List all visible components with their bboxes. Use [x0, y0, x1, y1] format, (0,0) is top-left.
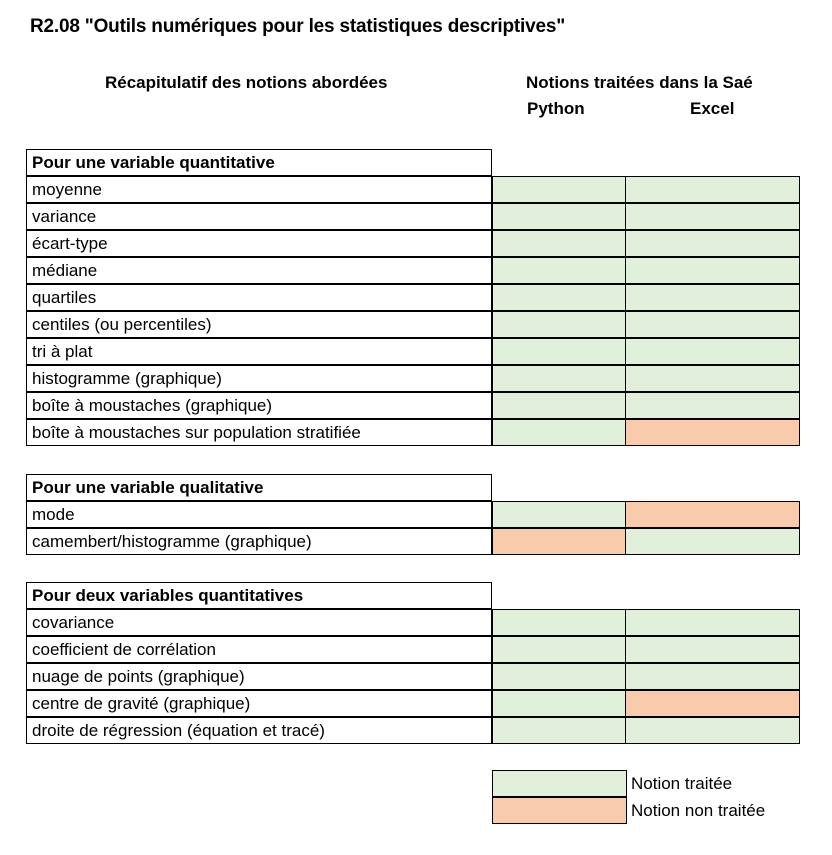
excel-status-cell	[625, 609, 800, 636]
excel-status-cell	[625, 690, 800, 717]
notion-label: moyenne	[26, 176, 492, 203]
notions-header: Notions traitées dans la Saé	[526, 73, 753, 92]
excel-status-cell	[625, 717, 800, 744]
python-status-cell	[492, 338, 626, 365]
page-title: R2.08 "Outils numériques pour les statis…	[30, 16, 566, 37]
excel-status-cell	[625, 365, 800, 392]
notion-label: variance	[26, 203, 492, 230]
excel-status-cell	[625, 419, 800, 446]
excel-status-cell	[625, 230, 800, 257]
excel-status-cell	[625, 311, 800, 338]
recap-header: Récapitulatif des notions abordées	[105, 73, 388, 92]
python-status-cell	[492, 663, 626, 690]
excel-status-cell	[625, 663, 800, 690]
python-status-cell	[492, 528, 626, 555]
python-status-cell	[492, 176, 626, 203]
notion-label: tri à plat	[26, 338, 492, 365]
notion-label: centre de gravité (graphique)	[26, 690, 492, 717]
python-column-header: Python	[527, 99, 585, 118]
excel-status-cell	[625, 636, 800, 663]
notion-label: histogramme (graphique)	[26, 365, 492, 392]
excel-status-cell	[625, 392, 800, 419]
notion-label: boîte à moustaches sur population strati…	[26, 419, 492, 446]
legend-label-treated: Notion traitée	[631, 774, 733, 793]
notion-label: camembert/histogramme (graphique)	[26, 528, 492, 555]
notion-label: nuage de points (graphique)	[26, 663, 492, 690]
python-status-cell	[492, 284, 626, 311]
legend-label-not-treated: Notion non traitée	[631, 801, 766, 820]
notion-label: mode	[26, 501, 492, 528]
python-status-cell	[492, 690, 626, 717]
notion-label: coefficient de corrélation	[26, 636, 492, 663]
excel-status-cell	[625, 501, 800, 528]
excel-status-cell	[625, 257, 800, 284]
python-status-cell	[492, 311, 626, 338]
notion-label: droite de régression (équation et tracé)	[26, 717, 492, 744]
section-title: Pour deux variables quantitatives	[26, 582, 492, 609]
legend-swatch-not-treated	[492, 797, 627, 824]
python-status-cell	[492, 717, 626, 744]
section-title: Pour une variable qualitative	[26, 474, 492, 501]
python-status-cell	[492, 230, 626, 257]
python-status-cell	[492, 203, 626, 230]
notion-label: covariance	[26, 609, 492, 636]
excel-status-cell	[625, 176, 800, 203]
python-status-cell	[492, 365, 626, 392]
excel-status-cell	[625, 284, 800, 311]
python-status-cell	[492, 609, 626, 636]
python-status-cell	[492, 392, 626, 419]
notion-label: centiles (ou percentiles)	[26, 311, 492, 338]
python-status-cell	[492, 257, 626, 284]
excel-status-cell	[625, 203, 800, 230]
python-status-cell	[492, 636, 626, 663]
section-title: Pour une variable quantitative	[26, 149, 492, 176]
notion-label: quartiles	[26, 284, 492, 311]
notion-label: médiane	[26, 257, 492, 284]
python-status-cell	[492, 419, 626, 446]
notion-label: écart-type	[26, 230, 492, 257]
notion-label: boîte à moustaches (graphique)	[26, 392, 492, 419]
excel-column-header: Excel	[690, 99, 735, 118]
excel-status-cell	[625, 338, 800, 365]
legend-swatch-treated	[492, 770, 627, 797]
python-status-cell	[492, 501, 626, 528]
excel-status-cell	[625, 528, 800, 555]
